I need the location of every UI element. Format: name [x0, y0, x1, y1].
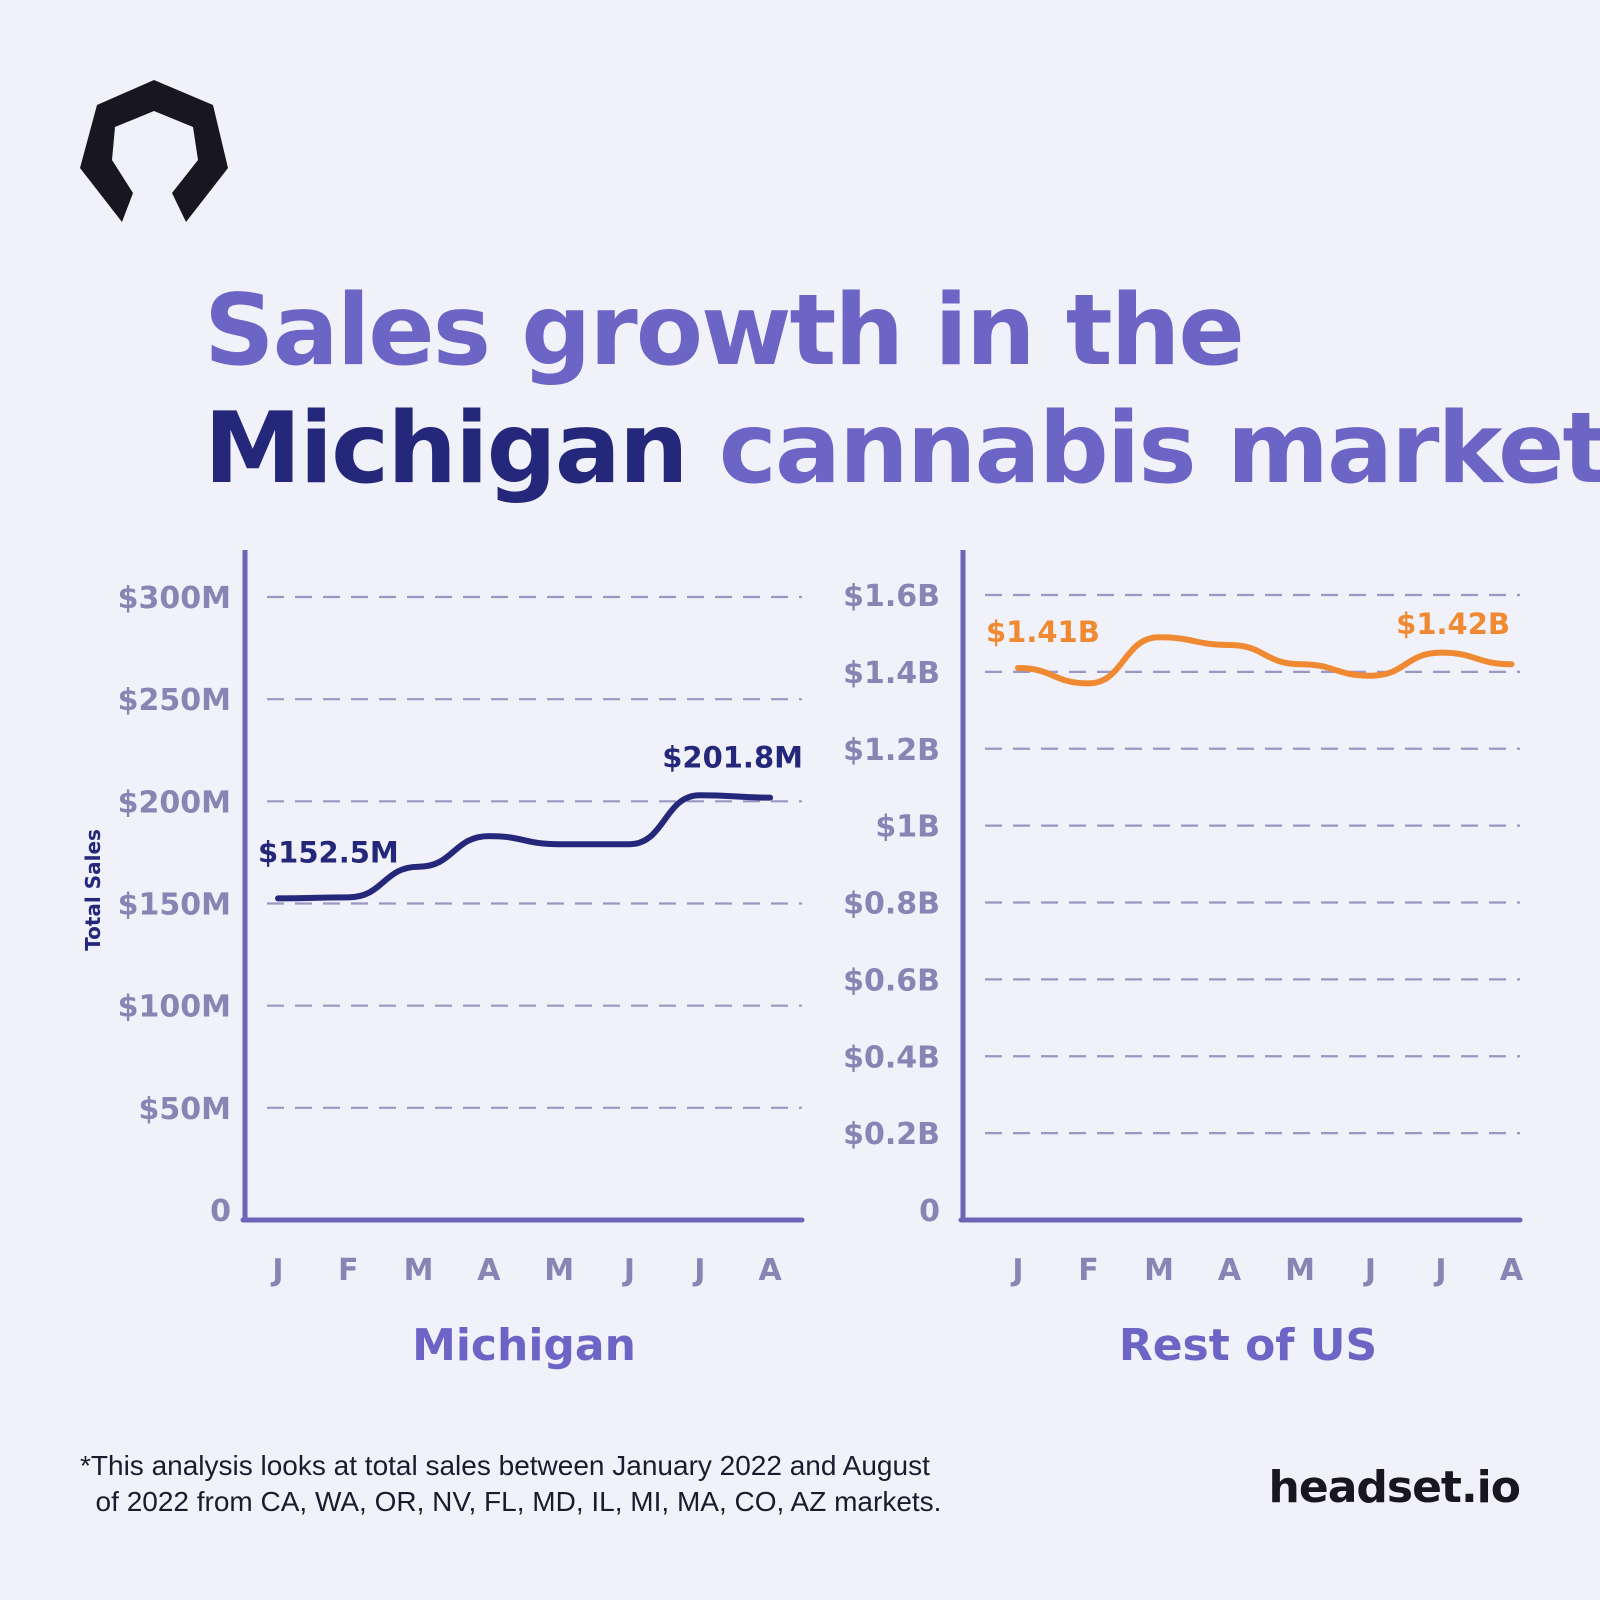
x-tick-label: J	[692, 1253, 705, 1288]
data-label: $1.41B	[986, 615, 1100, 649]
x-tick-label: J	[622, 1253, 635, 1288]
panel-title: Rest of US	[1119, 1320, 1377, 1371]
series-line	[275, 792, 774, 902]
x-tick-label: A	[1500, 1253, 1524, 1288]
page-title: Sales growth in the Michigan cannabis ma…	[204, 272, 1600, 508]
data-label: $1.42B	[1396, 607, 1510, 641]
x-tick-label: M	[404, 1253, 434, 1288]
charts-area: 0 $50M $100M $150M $200M $250M $300M J F M A M J J A $1…	[81, 550, 1524, 1371]
x-tick-label: F	[338, 1253, 359, 1288]
x-tick-label: J	[1433, 1253, 1446, 1288]
title-line-1: Sales growth in the	[204, 274, 1245, 388]
y-axis-label: Total Sales	[81, 829, 105, 951]
y-tick-label: $1.6B	[843, 579, 940, 614]
y-tick-label: 0	[210, 1194, 231, 1229]
y-tick-label: $0.6B	[843, 963, 940, 998]
y-tick-label: $0.8B	[843, 887, 940, 922]
y-tick-label: $0.4B	[843, 1040, 940, 1075]
y-tick-label: $150M	[118, 888, 231, 923]
data-label: $201.8M	[662, 741, 803, 775]
y-tick-label: $50M	[139, 1092, 231, 1127]
x-tick-label: M	[1144, 1253, 1174, 1288]
x-tick-label: M	[1285, 1253, 1315, 1288]
brand-wordmark: headset.io	[1268, 1462, 1521, 1513]
y-tick-label: $300M	[118, 581, 231, 616]
x-tick-label: M	[544, 1253, 574, 1288]
x-tick-label: F	[1078, 1253, 1099, 1288]
x-tick-label: J	[270, 1253, 283, 1288]
data-label: $152.5M	[258, 835, 399, 869]
footnote: *This analysis looks at total sales betw…	[80, 1450, 942, 1517]
y-tick-label: $250M	[118, 683, 231, 718]
x-tick-label: J	[1010, 1253, 1023, 1288]
y-tick-label: $100M	[118, 990, 231, 1025]
series-line	[1015, 634, 1515, 687]
y-tick-label: $1.2B	[843, 733, 940, 768]
y-tick-label: $200M	[118, 785, 231, 820]
chart-michigan: 0 $50M $100M $150M $200M $250M $300M J F M A M J J A $1…	[81, 550, 805, 1371]
x-tick-label: J	[1363, 1253, 1376, 1288]
title-line-2-rest: cannabis market	[718, 392, 1600, 506]
panel-title: Michigan	[412, 1320, 636, 1371]
headset-logo-icon	[80, 80, 228, 222]
x-tick-label: A	[1218, 1253, 1242, 1288]
x-tick-label: A	[477, 1253, 501, 1288]
y-tick-label: 0	[919, 1194, 940, 1229]
title-accent: Michigan	[204, 392, 689, 506]
y-tick-label: $1.4B	[843, 656, 940, 691]
chart-rest-of-us: 0 $0.2B $0.4B $0.6B $0.8B $1B $1.2B $1.4B $1.6B J…	[843, 550, 1524, 1371]
y-tick-label: $1B	[875, 810, 940, 845]
y-tick-label: $0.2B	[843, 1117, 940, 1152]
x-tick-label: A	[758, 1253, 782, 1288]
